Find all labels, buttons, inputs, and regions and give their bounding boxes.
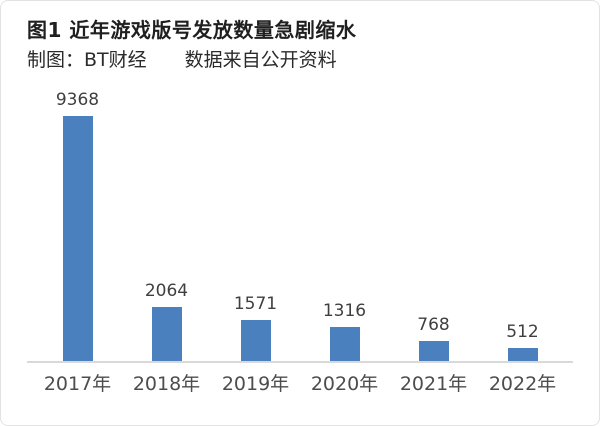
x-axis-label: 2018年 (132, 372, 201, 395)
bar-value-label: 512 (506, 321, 539, 342)
bar-value-label: 1316 (322, 300, 367, 321)
x-axis-labels: 2017年 2018年 2019年 2020年 2021年 2022年 (27, 360, 573, 396)
chart-subtitle: 制图：BT财经 数据来自公开资料 (27, 49, 337, 71)
bar-value-label: 768 (417, 314, 450, 335)
bar (507, 347, 538, 361)
bar-column: 9368 (33, 90, 122, 361)
bar-value-label: 2064 (144, 280, 189, 301)
bar-column: 1316 (300, 301, 389, 361)
bar-value-label: 1571 (233, 293, 278, 314)
bar-value-label: 9368 (55, 89, 100, 110)
bar-column: 2064 (122, 281, 211, 361)
bar (329, 326, 360, 361)
x-axis-label: 2022年 (488, 372, 557, 395)
bar (151, 306, 182, 361)
x-axis-label: 2019年 (221, 372, 290, 395)
chart-title: 图1 近年游戏版号发放数量急剧缩水 (27, 18, 357, 42)
bar-column: 512 (478, 322, 567, 361)
bar (62, 115, 93, 361)
plot-area: 9368 2064 1571 1316 768 512 (27, 77, 573, 361)
bar (418, 340, 449, 361)
x-axis-label: 2020年 (310, 372, 379, 395)
x-axis-label: 2017年 (43, 372, 112, 395)
x-axis-label: 2021年 (399, 372, 468, 395)
bar (240, 319, 271, 361)
bar-column: 768 (389, 315, 478, 361)
bar-column: 1571 (211, 294, 300, 361)
